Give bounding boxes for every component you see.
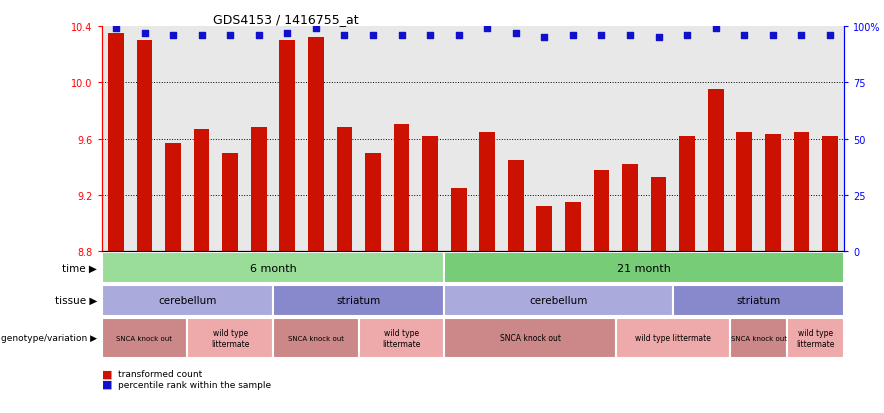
Bar [359, 318, 445, 358]
Bar [445, 253, 844, 283]
Text: cerebellum: cerebellum [530, 295, 588, 306]
Bar [194, 129, 210, 252]
Point [194, 33, 209, 39]
Text: SNCA knock out: SNCA knock out [499, 334, 560, 342]
Bar [673, 285, 844, 316]
Point [766, 33, 780, 39]
Point [137, 30, 151, 37]
Point [795, 33, 809, 39]
Text: cerebellum: cerebellum [158, 295, 217, 306]
Text: time ▶: time ▶ [63, 263, 97, 273]
Text: striatum: striatum [736, 295, 781, 306]
Bar [102, 285, 273, 316]
Bar [679, 136, 695, 252]
Bar [537, 206, 552, 252]
Point [423, 33, 438, 39]
Text: genotype/variation ▶: genotype/variation ▶ [1, 334, 97, 342]
Bar [651, 177, 667, 252]
Text: wild type
littermate: wild type littermate [796, 328, 834, 348]
Bar [108, 34, 124, 252]
Bar [273, 318, 359, 358]
Bar [708, 90, 724, 252]
Point [280, 30, 294, 37]
Point [309, 26, 323, 32]
Bar [622, 164, 638, 252]
Point [680, 33, 694, 39]
Bar [508, 160, 523, 252]
Point [223, 33, 237, 39]
Bar [223, 153, 238, 252]
Point [109, 26, 123, 32]
Bar [273, 285, 445, 316]
Point [452, 33, 466, 39]
Bar [736, 132, 752, 252]
Text: percentile rank within the sample: percentile rank within the sample [118, 380, 271, 389]
Text: 6 month: 6 month [249, 263, 296, 273]
Point [737, 33, 751, 39]
Point [166, 33, 180, 39]
Text: tissue ▶: tissue ▶ [55, 295, 97, 306]
Point [480, 26, 494, 32]
Bar [822, 136, 838, 252]
Bar [451, 188, 467, 252]
Bar [794, 132, 809, 252]
Bar [308, 38, 324, 252]
Text: wild type
littermate: wild type littermate [383, 328, 421, 348]
Point [366, 33, 380, 39]
Text: wild type littermate: wild type littermate [635, 334, 711, 342]
Bar [187, 318, 273, 358]
Text: 21 month: 21 month [617, 263, 671, 273]
Point [508, 30, 522, 37]
Bar [423, 136, 438, 252]
Text: transformed count: transformed count [118, 369, 202, 378]
Bar [393, 125, 409, 252]
Text: striatum: striatum [337, 295, 381, 306]
Bar [365, 153, 381, 252]
Bar [787, 318, 844, 358]
Point [594, 33, 608, 39]
Bar [251, 128, 267, 252]
Bar [165, 143, 181, 252]
Point [823, 33, 837, 39]
Bar [337, 128, 352, 252]
Bar [616, 318, 730, 358]
Text: SNCA knock out: SNCA knock out [117, 335, 172, 341]
Point [566, 33, 580, 39]
Text: SNCA knock out: SNCA knock out [288, 335, 344, 341]
Text: ■: ■ [102, 369, 112, 379]
Point [252, 33, 266, 39]
Text: GDS4153 / 1416755_at: GDS4153 / 1416755_at [213, 13, 359, 26]
Point [623, 33, 637, 39]
Bar [765, 135, 781, 252]
Point [338, 33, 352, 39]
Bar [730, 318, 787, 358]
Point [537, 35, 552, 41]
Bar [594, 170, 609, 252]
Bar [479, 132, 495, 252]
Point [652, 35, 666, 41]
Text: wild type
littermate: wild type littermate [211, 328, 249, 348]
Point [394, 33, 408, 39]
Bar [102, 318, 187, 358]
Bar [279, 41, 295, 252]
Text: ■: ■ [102, 379, 112, 389]
Text: SNCA knock out: SNCA knock out [730, 335, 787, 341]
Bar [565, 202, 581, 252]
Bar [137, 41, 152, 252]
Bar [445, 318, 616, 358]
Bar [445, 285, 673, 316]
Point [709, 26, 723, 32]
Bar [102, 253, 445, 283]
